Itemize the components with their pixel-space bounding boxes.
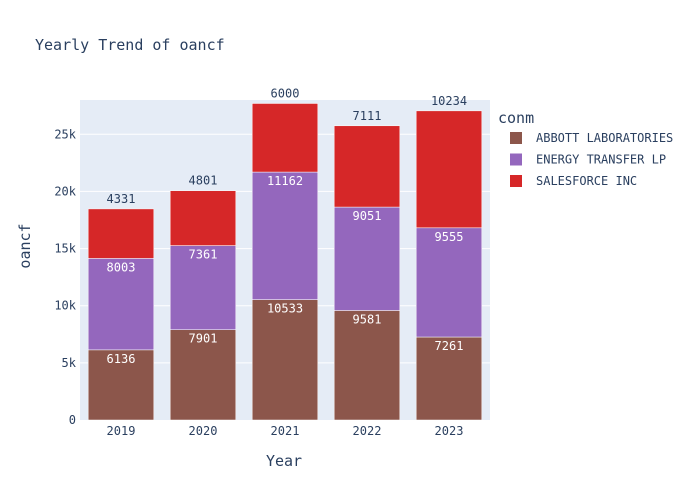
legend-swatch [510,153,522,166]
x-tick-label: 2022 [353,424,382,438]
bar-abbott-laboratories-2021 [251,299,319,421]
y-tick-label: 20k [54,184,76,198]
bar-value-label: 6000 [271,86,300,100]
x-tick-label: 2019 [107,424,136,438]
bar-value-label: 10234 [431,94,467,108]
bar-salesforce-inc-2019 [87,208,155,259]
y-axis: 0 5k 10k 15k 20k 25k [54,127,76,427]
y-axis-title: oancf [16,223,34,268]
bar-abbott-laboratories-2019 [87,349,155,421]
bar-abbott-laboratories-2020 [169,329,237,421]
bar-energy-transfer-lp-2021 [251,171,319,300]
x-axis: 2019 2020 2021 2022 2023 [107,424,464,438]
chart-title: Yearly Trend of oancf [35,36,225,54]
legend-label: ENERGY TRANSFER LP [536,153,666,167]
bar-energy-transfer-lp-2023 [415,227,483,338]
bar-value-label: 4331 [107,192,136,206]
bar-value-label: 10533 [267,302,303,316]
bar-value-label: 7111 [353,109,382,123]
bar-value-label: 11162 [267,174,303,188]
bar-salesforce-inc-2023 [415,110,483,229]
y-tick-label: 0 [69,413,76,427]
bar-value-label: 9581 [353,313,382,327]
y-tick-label: 25k [54,127,76,141]
x-axis-title: Year [266,452,302,470]
bar-value-label: 7361 [189,248,218,262]
bar-value-label: 4801 [189,174,218,188]
bar-salesforce-inc-2020 [169,190,237,246]
bar-value-label: 9555 [435,230,464,244]
bar-energy-transfer-lp-2019 [87,258,155,351]
legend-swatch [510,132,522,144]
bars: 6136 8003 4331 7901 7361 4801 10533 11162 6000 95… [87,86,483,421]
bar-abbott-laboratories-2022 [333,310,401,421]
y-tick-label: 10k [54,299,76,313]
y-tick-label: 15k [54,242,76,256]
x-tick-label: 2023 [435,424,464,438]
legend-swatch [510,175,522,187]
legend-label: ABBOTT LABORATORIES [536,131,673,145]
y-tick-label: 5k [62,356,77,370]
bar-value-label: 7901 [189,332,218,346]
x-tick-label: 2021 [271,424,300,438]
bar-value-label: 6136 [107,352,136,366]
bar-value-label: 9051 [353,209,382,223]
bar-salesforce-inc-2021 [251,103,319,173]
bar-value-label: 8003 [107,260,136,274]
bar-salesforce-inc-2022 [333,125,401,208]
x-tick-label: 2020 [189,424,218,438]
legend-label: SALESFORCE INC [536,174,637,188]
bar-value-label: 7261 [435,339,464,353]
legend: conm ABBOTT LABORATORIES ENERGY TRANSFER … [498,109,673,188]
bar-abbott-laboratories-2023 [415,336,483,421]
legend-title: conm [498,109,534,127]
bar-energy-transfer-lp-2022 [333,206,401,311]
